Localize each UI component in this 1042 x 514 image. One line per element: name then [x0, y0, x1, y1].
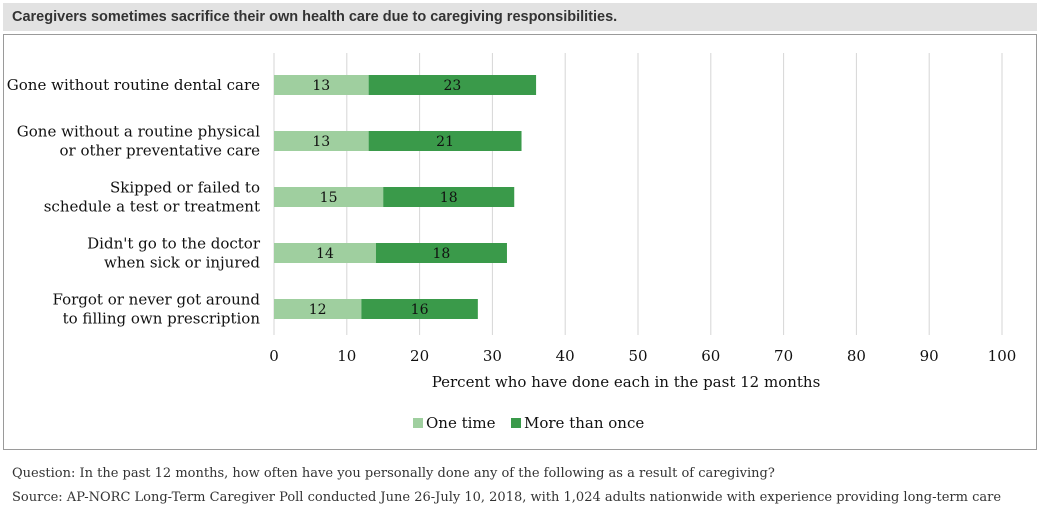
category-label: Skipped or failed to — [110, 179, 260, 197]
x-tick-label: 10 — [337, 347, 356, 365]
data-label: 16 — [411, 302, 429, 318]
x-tick-label: 70 — [774, 347, 793, 365]
category-label: Gone without routine dental care — [7, 76, 260, 94]
x-tick-label: 60 — [701, 347, 720, 365]
legend-swatch-more-than-once — [511, 418, 521, 428]
category-label: to filling own prescription — [63, 310, 261, 328]
x-tick-label: 50 — [628, 347, 647, 365]
data-label: 13 — [312, 134, 330, 150]
category-label: when sick or injured — [104, 254, 260, 272]
category-label: Didn't go to the doctor — [87, 235, 261, 253]
category-label: schedule a test or treatment — [44, 198, 260, 216]
data-label: 14 — [316, 246, 334, 262]
category-label: or other preventative care — [60, 142, 261, 160]
data-label: 13 — [312, 78, 330, 94]
bar-more-than-once — [368, 75, 537, 95]
x-tick-label: 40 — [556, 347, 575, 365]
x-tick-label: 80 — [847, 347, 866, 365]
bar-more-than-once — [375, 243, 507, 263]
data-label: 21 — [436, 134, 454, 150]
bar-one-time — [274, 299, 362, 319]
x-tick-label: 30 — [483, 347, 502, 365]
x-axis-title: Percent who have done each in the past 1… — [432, 373, 821, 391]
stacked-bar-chart: Gone without routine dental care 13 23 Gone… — [7, 53, 1017, 432]
data-label: 18 — [440, 190, 458, 206]
bar-one-time — [274, 75, 369, 95]
chart-title: Caregivers sometimes sacrifice their own… — [3, 3, 1037, 31]
bar-more-than-once — [361, 299, 478, 319]
legend-label: One time — [426, 414, 496, 432]
category-label: Forgot or never got around — [52, 291, 260, 309]
chart-frame: Gone without routine dental care 13 23 Gone… — [3, 34, 1037, 450]
category-label: Gone without a routine physical — [17, 123, 260, 141]
question-note: Question: In the past 12 months, how oft… — [12, 466, 775, 481]
legend-swatch-one-time — [413, 418, 423, 428]
data-label: 18 — [433, 246, 451, 262]
bar-more-than-once — [368, 131, 522, 151]
x-tick-label: 0 — [269, 347, 279, 365]
x-tick-label: 20 — [410, 347, 429, 365]
data-label: 23 — [443, 78, 461, 94]
bar-more-than-once — [383, 187, 515, 207]
legend-label: More than once — [524, 414, 644, 432]
bar-one-time — [274, 243, 376, 263]
source-note: Source: AP-NORC Long-Term Caregiver Poll… — [12, 490, 1002, 505]
x-tick-label: 100 — [988, 347, 1017, 365]
bar-one-time — [274, 187, 384, 207]
data-label: 12 — [309, 302, 327, 318]
x-tick-label: 90 — [920, 347, 939, 365]
bar-one-time — [274, 131, 369, 151]
data-label: 15 — [320, 190, 338, 206]
